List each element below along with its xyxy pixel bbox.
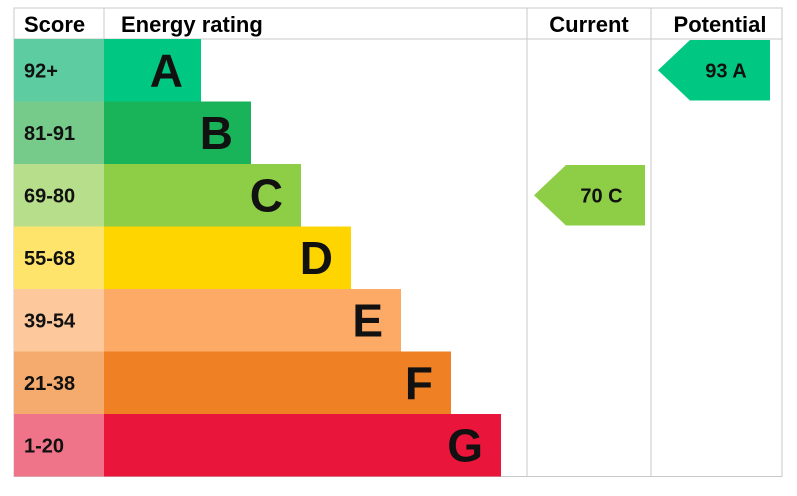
score-range-b: 81-91 — [24, 123, 75, 145]
header-potential: Potential — [674, 12, 767, 37]
band-letter-g: G — [447, 419, 483, 471]
current-arrow — [534, 165, 645, 226]
band-bar-a — [104, 39, 201, 102]
band-bar-d — [104, 226, 351, 289]
score-range-e: 39-54 — [24, 310, 76, 332]
header-current: Current — [549, 12, 629, 37]
band-bar-g — [104, 414, 501, 477]
score-cell-c — [14, 164, 104, 227]
rating-bands: 92+ A 81-91 B 69-80 C 55-68 D 39-54 E 21-38 F 1-20 G — [14, 39, 501, 477]
current-rating-label: 70 C — [580, 185, 622, 207]
band-letter-c: C — [250, 169, 283, 221]
band-letter-b: B — [200, 107, 233, 159]
band-bar-e — [104, 289, 401, 352]
band-letter-e: E — [352, 294, 383, 346]
band-bar-c — [104, 164, 301, 227]
score-range-g: 1-20 — [24, 435, 64, 457]
score-range-d: 55-68 — [24, 248, 75, 270]
header-score: Score — [24, 12, 85, 37]
band-bar-f — [104, 351, 451, 414]
score-range-c: 69-80 — [24, 185, 75, 207]
band-letter-d: D — [300, 232, 333, 284]
band-letter-a: A — [150, 44, 183, 96]
score-cell-d — [14, 226, 104, 289]
score-cell-a — [14, 39, 104, 102]
score-cell-g — [14, 414, 104, 477]
score-range-a: 92+ — [24, 60, 58, 82]
score-range-f: 21-38 — [24, 373, 75, 395]
score-cell-f — [14, 351, 104, 414]
potential-rating-label: 93 A — [705, 60, 747, 82]
score-cell-b — [14, 101, 104, 164]
band-letter-f: F — [405, 357, 433, 409]
potential-arrow — [658, 40, 770, 101]
header-energy-rating: Energy rating — [121, 12, 263, 37]
rating-arrows: 70 C 93 A — [534, 40, 770, 226]
band-bar-b — [104, 101, 251, 164]
score-cell-e — [14, 289, 104, 352]
